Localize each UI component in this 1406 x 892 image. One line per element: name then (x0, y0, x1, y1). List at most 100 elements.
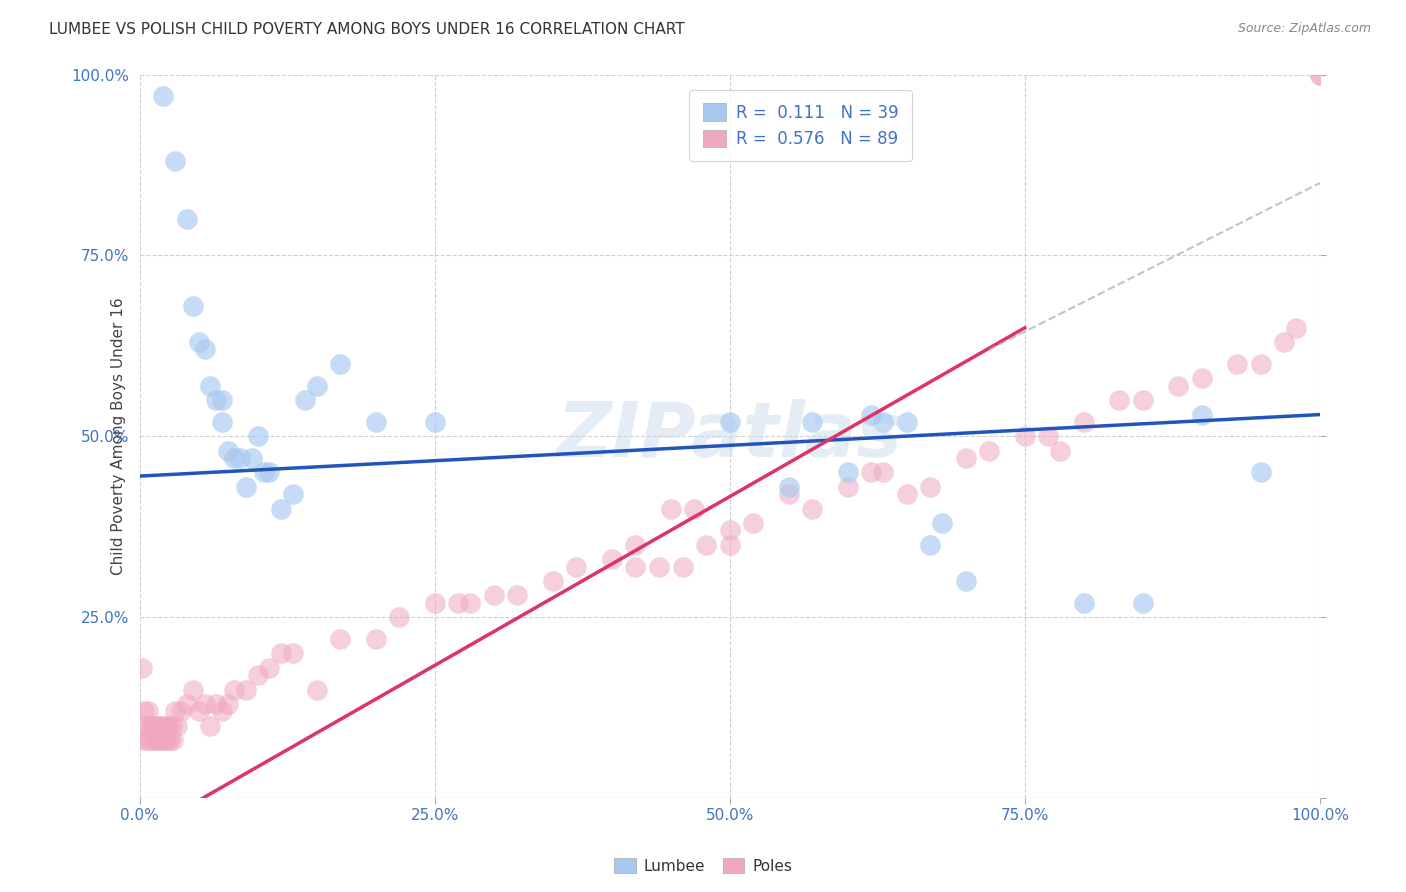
Point (240, 450, 263, 465)
Point (211, 415, 233, 429)
Point (294, 393, 316, 408)
Point (1038, 429, 1060, 443)
Point (145, 719, 167, 733)
Point (143, 733, 166, 747)
Point (388, 610, 411, 624)
Point (1250, 466, 1272, 480)
Point (624, 538, 647, 552)
Point (447, 596, 470, 610)
Point (671, 559, 693, 574)
Point (139, 719, 162, 733)
Y-axis label: Child Poverty Among Boys Under 16: Child Poverty Among Boys Under 16 (111, 297, 125, 575)
Point (200, 719, 222, 733)
Point (1132, 596, 1154, 610)
Point (624, 559, 647, 574)
Point (1250, 357, 1272, 371)
Point (200, 378, 222, 392)
Point (1132, 393, 1154, 408)
Point (305, 378, 328, 392)
Point (648, 559, 671, 574)
Point (423, 415, 446, 429)
Point (165, 154, 187, 169)
Point (148, 719, 170, 733)
Point (659, 501, 682, 516)
Point (872, 415, 894, 429)
Point (246, 429, 269, 443)
Text: ZIPatlas: ZIPatlas (557, 400, 903, 474)
Point (329, 357, 352, 371)
Point (217, 697, 239, 711)
Point (222, 682, 245, 697)
Point (150, 733, 173, 747)
Point (135, 733, 157, 747)
Legend: R =  0.111   N = 39, R =  0.576   N = 89: R = 0.111 N = 39, R = 0.576 N = 89 (689, 90, 912, 161)
Point (955, 450, 977, 465)
Point (205, 697, 228, 711)
Point (181, 682, 204, 697)
Point (162, 733, 184, 747)
Point (695, 538, 717, 552)
Point (565, 559, 588, 574)
Point (683, 501, 706, 516)
Point (187, 704, 209, 718)
Point (1167, 378, 1189, 392)
Point (149, 719, 172, 733)
Point (222, 450, 245, 465)
Point (270, 646, 292, 660)
Point (211, 704, 233, 718)
Point (146, 733, 169, 747)
Point (920, 480, 942, 494)
Point (152, 89, 174, 103)
Point (482, 589, 505, 603)
Point (170, 704, 193, 718)
Point (837, 480, 859, 494)
Point (979, 443, 1001, 458)
Point (153, 719, 176, 733)
Point (1309, 68, 1331, 82)
Point (235, 480, 257, 494)
Point (211, 393, 233, 408)
Point (160, 719, 183, 733)
Point (134, 704, 156, 718)
Point (281, 646, 304, 660)
Point (1226, 357, 1249, 371)
Point (718, 415, 741, 429)
Point (423, 596, 446, 610)
Point (458, 596, 481, 610)
Point (159, 733, 181, 747)
Point (165, 704, 187, 718)
Point (329, 632, 352, 646)
Point (1049, 443, 1071, 458)
Point (506, 589, 529, 603)
Point (141, 719, 163, 733)
Point (1191, 408, 1213, 422)
Point (246, 668, 269, 682)
Point (281, 487, 304, 501)
Point (270, 501, 292, 516)
Point (132, 733, 155, 747)
Point (193, 343, 215, 357)
Point (229, 450, 252, 465)
Point (1073, 596, 1095, 610)
Point (600, 552, 623, 566)
Point (896, 487, 918, 501)
Point (235, 682, 257, 697)
Point (860, 408, 883, 422)
Point (1191, 371, 1213, 385)
Point (138, 733, 160, 747)
Point (305, 682, 328, 697)
Point (837, 466, 859, 480)
Point (364, 632, 387, 646)
Point (1309, 68, 1331, 82)
Point (217, 443, 239, 458)
Point (157, 719, 180, 733)
Point (142, 719, 165, 733)
Point (718, 538, 741, 552)
Point (1073, 415, 1095, 429)
Point (205, 393, 228, 408)
Point (801, 415, 824, 429)
Text: LUMBEE VS POLISH CHILD POVERTY AMONG BOYS UNDER 16 CORRELATION CHART: LUMBEE VS POLISH CHILD POVERTY AMONG BOY… (49, 22, 685, 37)
Point (187, 335, 209, 350)
Point (718, 524, 741, 538)
Point (135, 719, 157, 733)
